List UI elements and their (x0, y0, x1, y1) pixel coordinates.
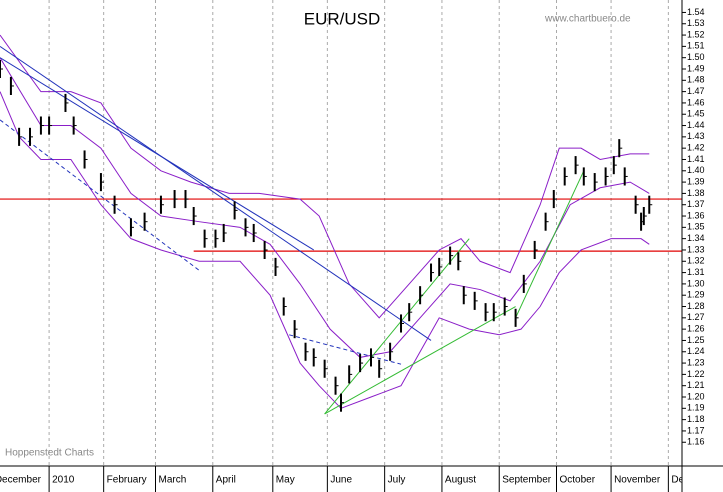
trend-line (515, 170, 585, 319)
y-tick-label: 1.54 (687, 7, 705, 17)
y-tick-label: 1.26 (687, 324, 705, 334)
y-tick-label: 1.33 (687, 244, 705, 254)
trend-line (0, 45, 432, 341)
y-tick-label: 1.18 (687, 414, 705, 424)
x-tick-label: July (388, 475, 406, 486)
y-tick-label: 1.20 (687, 391, 705, 401)
y-tick-label: 1.35 (687, 222, 705, 232)
y-tick-label: 1.31 (687, 267, 705, 277)
y-tick-label: 1.38 (687, 188, 705, 198)
y-tick-label: 1.32 (687, 256, 705, 266)
y-tick-label: 1.41 (687, 154, 705, 164)
y-tick-label: 1.46 (687, 97, 705, 107)
x-tick-label: August (445, 475, 476, 486)
source: www.chartbuero.de (544, 14, 631, 25)
y-tick-label: 1.34 (687, 233, 705, 243)
y-tick-label: 1.24 (687, 346, 705, 356)
y-tick-label: 1.39 (687, 176, 705, 186)
bollinger-band (0, 91, 650, 409)
y-tick-label: 1.30 (687, 278, 705, 288)
y-tick-label: 1.50 (687, 52, 705, 62)
y-tick-label: 1.16 (687, 437, 705, 447)
bollinger-band (0, 34, 650, 319)
trend-line (324, 306, 516, 415)
trend-line (289, 334, 402, 365)
x-tick-label: 2010 (52, 475, 75, 486)
trend-line (0, 57, 314, 251)
y-tick-label: 1.49 (687, 63, 705, 73)
y-tick-label: 1.51 (687, 41, 705, 51)
y-tick-label: 1.29 (687, 290, 705, 300)
y-tick-label: 1.28 (687, 301, 705, 311)
y-tick-label: 1.23 (687, 357, 705, 367)
y-tick-label: 1.52 (687, 29, 705, 39)
y-tick-label: 1.25 (687, 335, 705, 345)
x-tick-label: September (502, 475, 552, 486)
x-tick-label: November (614, 475, 661, 486)
y-tick-label: 1.48 (687, 75, 705, 85)
y-tick-label: 1.47 (687, 86, 705, 96)
x-tick-label: October (560, 475, 596, 486)
y-tick-label: 1.22 (687, 369, 705, 379)
chart-title: EUR/USD (304, 9, 381, 28)
y-tick-label: 1.19 (687, 403, 705, 413)
x-tick-label: May (276, 475, 295, 486)
y-tick-label: 1.40 (687, 165, 705, 175)
x-tick-label: December (0, 475, 42, 486)
x-tick-label: March (158, 475, 186, 486)
plot (0, 34, 682, 415)
x-tick-label: April (216, 475, 236, 486)
y-tick-label: 1.43 (687, 131, 705, 141)
y-tick-label: 1.36 (687, 210, 705, 220)
y-tick-label: 1.21 (687, 380, 705, 390)
y-tick-label: 1.37 (687, 199, 705, 209)
x-tick-label: June (330, 475, 352, 486)
x-tick-label: December (671, 475, 718, 486)
y-tick-label: 1.45 (687, 109, 705, 119)
y-tick-label: 1.17 (687, 425, 705, 435)
credit: Hoppenstedt Charts (5, 448, 94, 459)
y-tick-label: 1.27 (687, 312, 705, 322)
y-tick-label: 1.44 (687, 120, 705, 130)
y-axis: 1.541.531.52 1.511.501.49 1.481.471.46 1.45… (682, 7, 705, 447)
y-tick-label: 1.42 (687, 143, 705, 153)
x-tick-label: February (107, 475, 147, 486)
trend-line (324, 238, 470, 415)
y-tick-label: 1.53 (687, 18, 705, 28)
x-axis: December 2010 February March April May June Jul… (0, 466, 718, 492)
